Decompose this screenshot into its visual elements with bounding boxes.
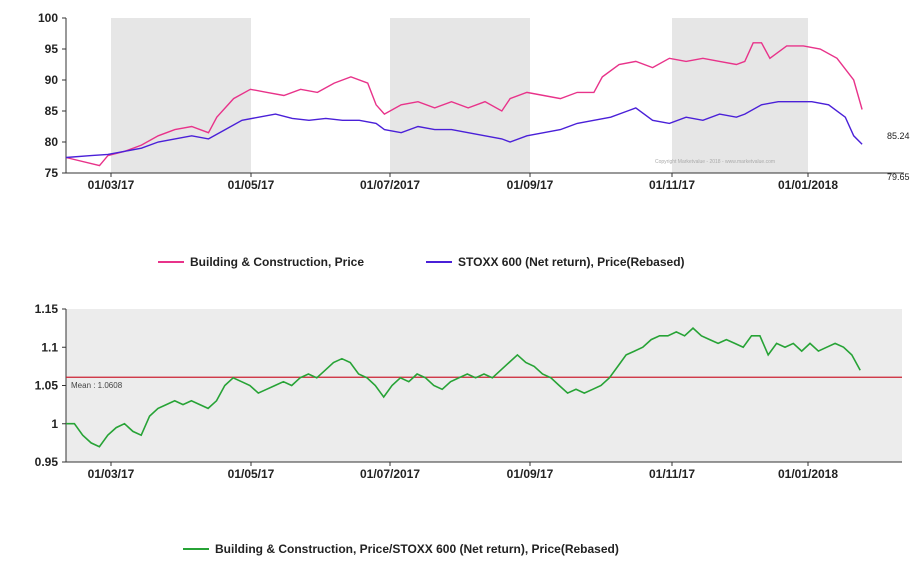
ratio-line — [66, 327, 861, 448]
building-end-label: 85.24 — [887, 131, 910, 141]
watermark: Copyright Marketvalue - 2018 - www.marke… — [655, 159, 775, 165]
building-construction-line — [65, 42, 863, 167]
mean-label: Mean : 1.0608 — [71, 381, 123, 390]
bottom-y-tick-label: 0.95 — [35, 455, 59, 469]
top-chart: 75 80 85 90 95 100 01/03/17 01/05/17 01/07/2017… — [38, 11, 910, 192]
bottom-x-tick-label: 01/01/2018 — [778, 467, 838, 481]
top-legend: Building & Construction, Price STOXX 600… — [158, 255, 685, 269]
top-y-tick-label: 80 — [45, 135, 59, 149]
bottom-x-tick-label: 01/09/17 — [507, 467, 554, 481]
top-x-tick-label: 01/07/2017 — [360, 178, 420, 192]
top-y-tick-label: 100 — [38, 11, 58, 25]
bottom-chart: 0.95 1 1.05 1.1 1.15 01/03/17 01/05/17 01/07/2… — [35, 302, 902, 481]
top-shade-band-3 — [672, 18, 808, 173]
top-x-ticks: 01/03/17 01/05/17 01/07/2017 01/09/17 01/11/… — [88, 173, 838, 192]
top-y-tick-label: 95 — [45, 42, 59, 56]
bottom-x-tick-label: 01/11/17 — [649, 467, 695, 481]
bottom-y-tick-label: 1.05 — [35, 379, 59, 393]
bottom-x-tick-label: 01/03/17 — [88, 467, 135, 481]
stoxx-600-line — [65, 100, 863, 159]
top-shade-band-2 — [390, 18, 530, 173]
top-y-tick-label: 85 — [45, 104, 59, 118]
top-y-ticks: 75 80 85 90 95 100 — [38, 11, 66, 180]
bottom-legend: Building & Construction, Price/STOXX 600… — [183, 542, 619, 556]
bottom-x-ticks: 01/03/17 01/05/17 01/07/2017 01/09/17 01/11/… — [88, 462, 838, 481]
bottom-x-tick-label: 01/05/17 — [228, 467, 275, 481]
bottom-y-tick-label: 1.1 — [41, 340, 58, 354]
legend-label-stoxx: STOXX 600 (Net return), Price(Rebased) — [458, 255, 685, 269]
stoxx-end-label: 79.65 — [887, 172, 910, 182]
bottom-plot-area — [66, 309, 902, 462]
top-y-tick-label: 75 — [45, 166, 59, 180]
legend-label-building: Building & Construction, Price — [190, 255, 364, 269]
top-x-tick-label: 01/09/17 — [507, 178, 554, 192]
top-y-tick-label: 90 — [45, 73, 59, 87]
bottom-y-ticks: 0.95 1 1.05 1.1 1.15 — [35, 302, 66, 469]
top-x-tick-label: 01/05/17 — [228, 178, 275, 192]
top-x-tick-label: 01/03/17 — [88, 178, 135, 192]
bottom-x-tick-label: 01/07/2017 — [360, 467, 420, 481]
bottom-y-tick-label: 1.15 — [35, 302, 59, 316]
top-x-tick-label: 01/11/17 — [649, 178, 695, 192]
bottom-y-tick-label: 1 — [51, 417, 58, 431]
top-x-tick-label: 01/01/2018 — [778, 178, 838, 192]
legend-label-ratio: Building & Construction, Price/STOXX 600… — [215, 542, 619, 556]
